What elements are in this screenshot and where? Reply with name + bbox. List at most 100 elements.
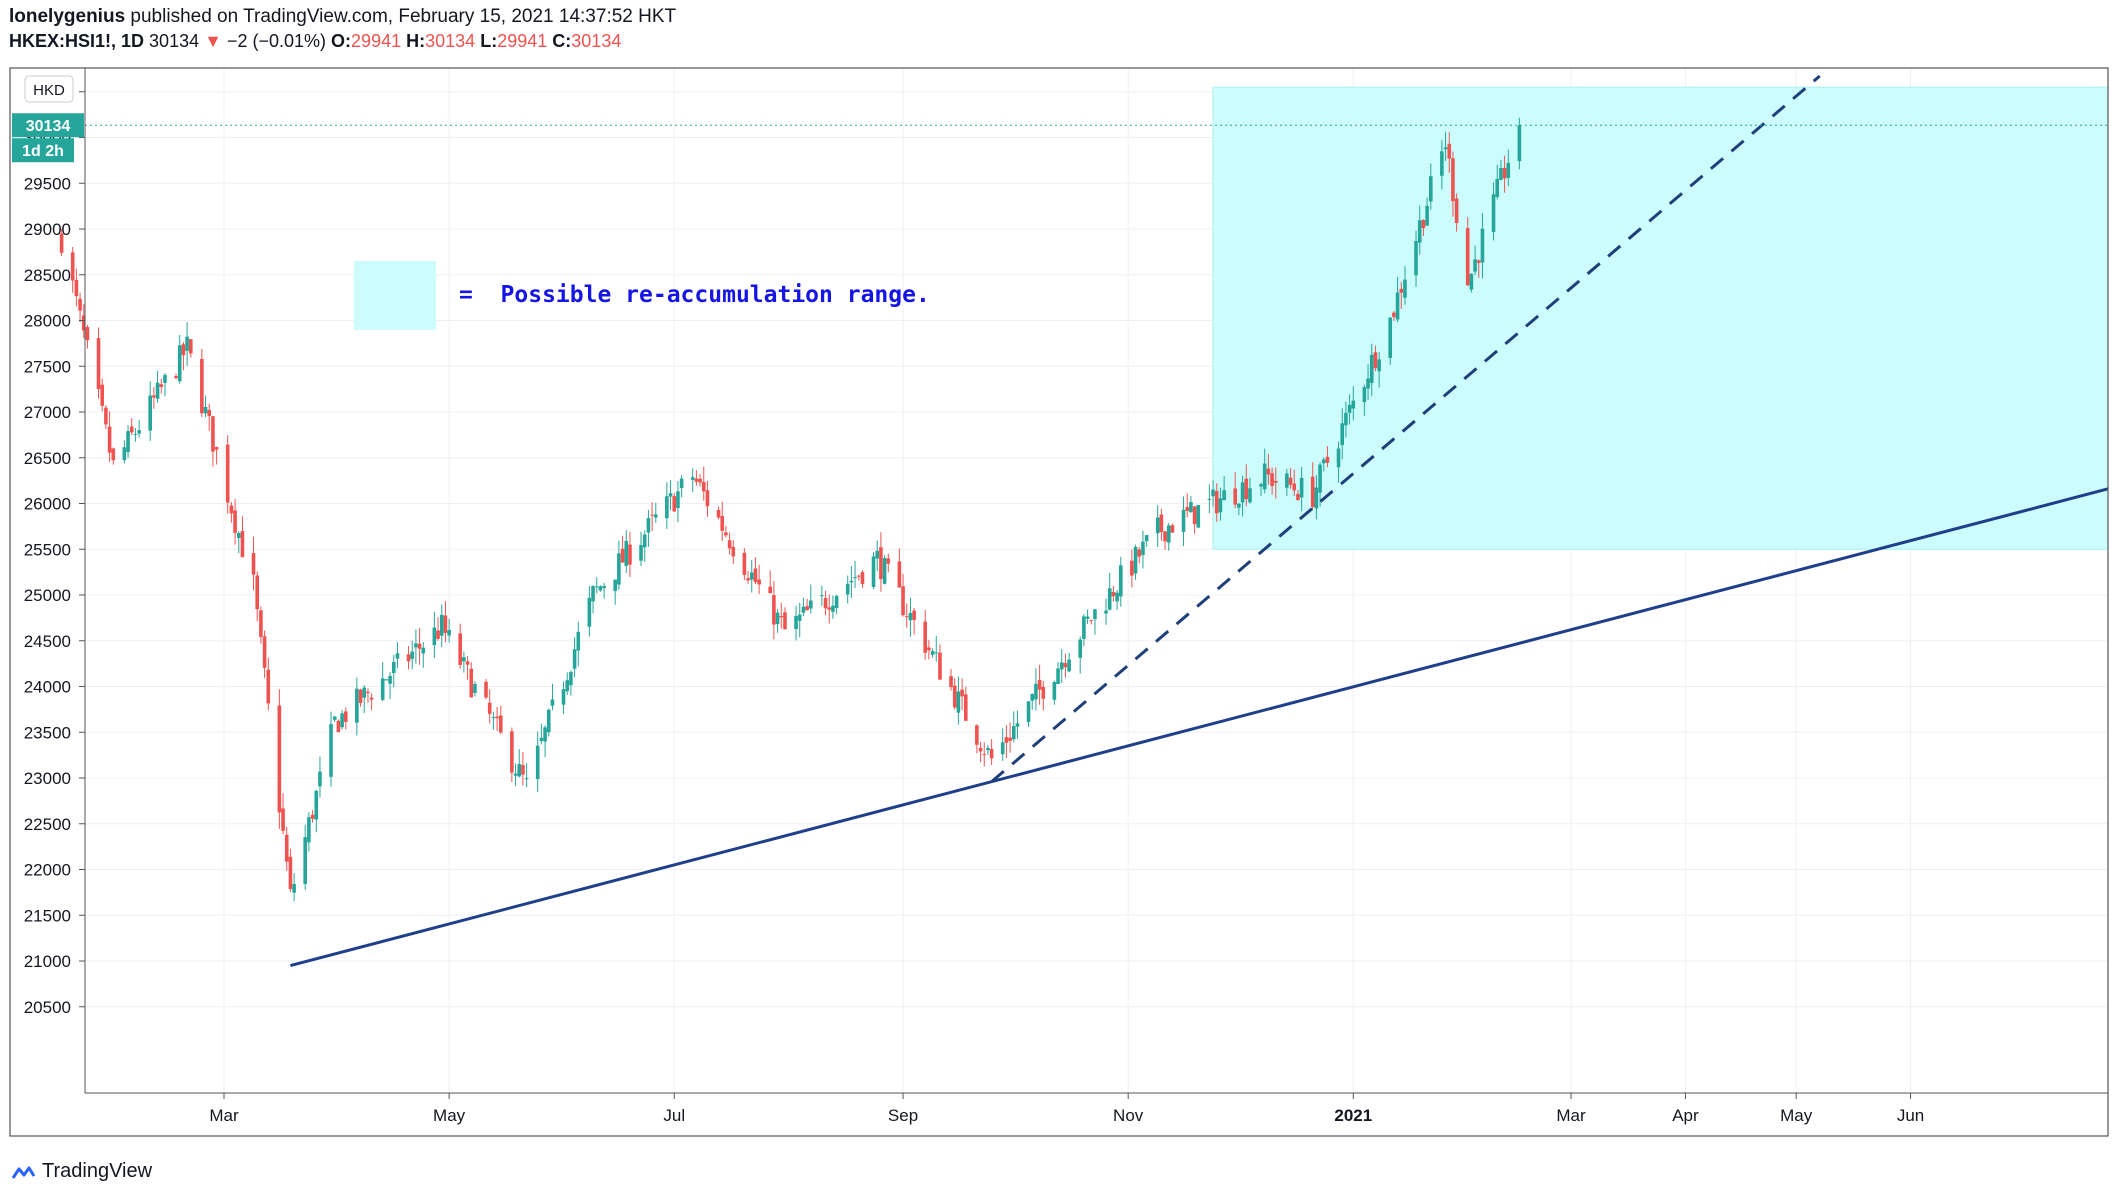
candle-body [1502,167,1507,179]
candle-body [1133,547,1138,574]
candle-body [1041,686,1046,699]
candle-body [676,491,680,509]
candle-body [1141,541,1145,556]
candle-body [1325,456,1330,463]
y-tick-label: 23500 [24,723,71,742]
candle-body [1473,259,1477,272]
candle-body [1192,506,1197,525]
candle-body [384,679,389,681]
candle-body [1166,525,1171,543]
candle-body [137,430,141,434]
tradingview-cloud-icon [11,1166,36,1179]
y-tick-label: 21500 [24,906,71,925]
candle-body [927,647,931,651]
candle-body [1417,220,1422,243]
candle-body [510,731,514,773]
candle-body [133,433,138,435]
candle-body [340,713,344,728]
candle-body [705,490,710,507]
candle-body [642,534,647,548]
candle-body [875,550,880,559]
candle-body [569,672,573,686]
candle-body [1299,477,1304,498]
candle-body [956,691,961,713]
trendline[interactable] [290,487,2109,968]
candle-body [233,510,237,533]
candle-body [1366,378,1370,389]
candle-body [901,586,905,616]
candle-body [1377,359,1381,372]
re-accumulation-zone[interactable] [1212,86,2109,550]
currency-badge[interactable]: HKD [24,75,74,103]
candle-body [952,685,957,708]
currency-label: HKD [33,82,65,99]
candle-body [1476,260,1481,263]
candle-body [214,447,219,450]
candle-body [1351,400,1356,409]
annotation-text[interactable]: = Possible re-accumulation range. [459,282,930,308]
candle-body [417,643,422,649]
candle-body [314,790,319,820]
candle-body [443,615,448,633]
candle-body [1137,549,1142,557]
candle-body [524,778,529,780]
candle-body [543,727,547,742]
candle-body [908,612,913,621]
candle-body [831,605,835,612]
x-tick-label: Jun [1897,1106,1924,1125]
candle-body [129,426,134,433]
candle-body [406,654,411,662]
candle-body [188,339,193,354]
candle-body [698,478,702,483]
candle-body [78,298,82,311]
candle-body [318,771,322,787]
candle-body [1517,125,1522,162]
candle-body [255,575,260,610]
x-tick-label: Mar [1556,1106,1586,1125]
candle-body [126,431,130,453]
candle-body [639,545,643,561]
candle-body [329,724,333,777]
candle-body [1451,158,1455,202]
candle-body [576,631,581,651]
candle-body [923,621,927,653]
candle-body [1115,592,1119,602]
candle-body [1189,502,1193,513]
candle-body [155,382,160,399]
candle-body [1454,198,1459,224]
author-name[interactable]: lonelygenius [9,6,126,27]
candle-body [731,546,736,557]
candle-body [513,773,518,776]
symbol-label[interactable]: HKEX:HSI1!, 1D [9,31,145,51]
publish-info: lonelygenius published on TradingView.co… [9,6,676,28]
candle-body [982,754,987,756]
candle-body [938,652,942,680]
candle-body [436,630,440,639]
candle-body [355,688,359,723]
candle-body [410,651,415,659]
candle-body [1185,507,1190,511]
candle-body [1491,194,1496,233]
published-text: published on TradingView.com, February 1… [130,6,677,27]
tradingview-logo[interactable]: TradingView [10,1160,152,1183]
y-tick-label: 26500 [24,449,71,468]
candle-body [1067,659,1071,672]
candle-body [465,661,470,665]
dashed-trendline[interactable] [990,74,1821,783]
candle-body [1447,143,1452,159]
candle-body [1214,491,1219,514]
x-tick-label: Nov [1113,1106,1144,1125]
candle-body [1111,591,1116,597]
price-change: −2 (−0.01%) [226,31,327,51]
candle-body [808,600,813,609]
candle-body [591,586,595,602]
candle-body [336,720,341,733]
candle-body [181,344,186,356]
candle-body [1155,517,1160,534]
candle-body [986,747,990,751]
candle-body [768,586,772,594]
candle-body [1318,464,1322,493]
candle-body [834,595,839,608]
candle-body [949,676,953,688]
